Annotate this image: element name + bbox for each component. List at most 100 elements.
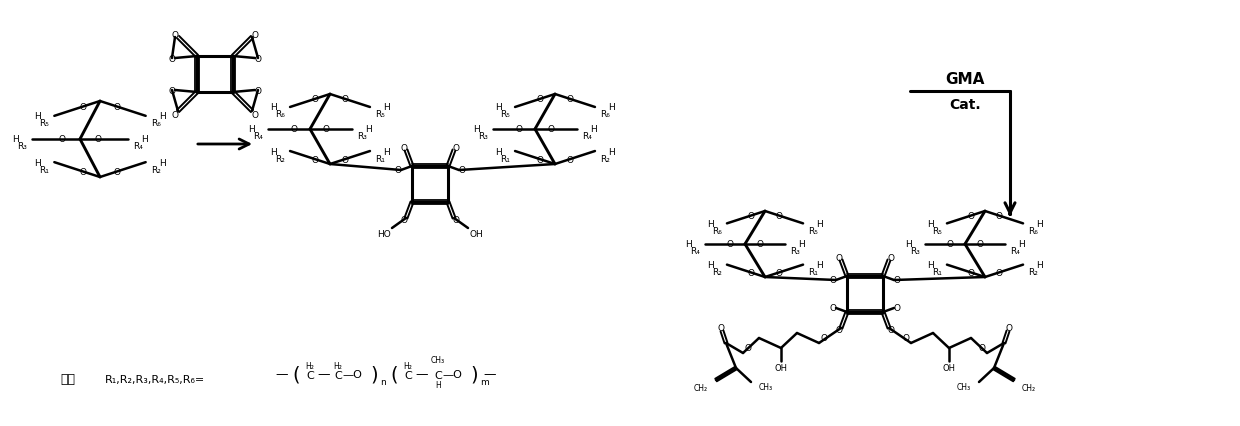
Text: n: n: [379, 377, 386, 386]
Text: (: (: [291, 365, 300, 383]
Text: O: O: [967, 212, 975, 221]
Text: O: O: [453, 144, 460, 153]
Text: H₂: H₂: [334, 362, 342, 371]
Text: O: O: [254, 86, 262, 95]
Text: OH: OH: [942, 364, 956, 373]
Text: H: H: [816, 219, 823, 228]
Text: H₂: H₂: [403, 362, 413, 371]
Text: H₂: H₂: [305, 362, 315, 371]
Text: R₂: R₂: [1028, 268, 1038, 276]
Text: R₅: R₅: [808, 226, 818, 235]
Text: O: O: [746, 268, 754, 277]
Text: —: —: [415, 368, 428, 380]
Text: —: —: [484, 368, 496, 380]
Text: R₁: R₁: [808, 268, 818, 276]
Text: O: O: [79, 167, 86, 176]
Text: O: O: [252, 110, 258, 119]
Text: R₃: R₃: [910, 247, 920, 256]
Text: H: H: [799, 240, 805, 249]
Text: C: C: [434, 370, 441, 380]
Text: —: —: [275, 368, 288, 380]
Text: H: H: [435, 380, 441, 390]
Text: H: H: [816, 261, 823, 270]
Text: R₅: R₅: [374, 110, 384, 119]
Text: CH₃: CH₃: [432, 356, 445, 365]
Text: O: O: [727, 240, 733, 249]
Text: H: H: [383, 147, 389, 156]
Text: CH₃: CH₃: [759, 383, 773, 391]
Text: R₂: R₂: [600, 154, 610, 163]
Text: O: O: [776, 212, 782, 221]
Text: O: O: [836, 326, 842, 335]
Text: R₃: R₃: [790, 247, 800, 256]
Text: H: H: [495, 103, 502, 112]
Text: H: H: [159, 158, 165, 167]
Text: R₁: R₁: [932, 268, 942, 276]
Text: O: O: [830, 276, 837, 285]
Text: Cat.: Cat.: [949, 98, 981, 112]
Text: H: H: [35, 158, 41, 167]
Text: O: O: [756, 240, 764, 249]
Text: H: H: [141, 135, 148, 144]
Text: —O: —O: [342, 369, 362, 379]
Text: O: O: [888, 254, 894, 263]
Text: R₆: R₆: [600, 110, 610, 119]
Text: O: O: [537, 95, 543, 104]
Text: R₅: R₅: [40, 119, 50, 128]
Text: R₄: R₄: [582, 132, 591, 141]
Text: O: O: [894, 276, 900, 285]
Text: R₄: R₄: [691, 247, 701, 256]
Text: O: O: [114, 103, 120, 112]
Text: O: O: [967, 268, 975, 277]
Text: O: O: [718, 324, 724, 333]
Text: R₁: R₁: [500, 154, 510, 163]
Text: R₃: R₃: [357, 132, 367, 141]
Text: O: O: [459, 166, 465, 175]
Text: O: O: [516, 125, 522, 134]
Text: O: O: [946, 240, 954, 249]
Text: O: O: [567, 155, 574, 164]
Text: H: H: [365, 125, 372, 134]
Text: R₁,R₂,R₃,R₄,R₅,R₆=: R₁,R₂,R₃,R₄,R₅,R₆=: [105, 374, 206, 384]
Text: R₁: R₁: [374, 154, 384, 163]
Text: HO: HO: [377, 230, 391, 239]
Text: H: H: [928, 219, 934, 228]
Text: R₂: R₂: [712, 268, 722, 276]
Text: H: H: [608, 147, 615, 156]
Text: O: O: [169, 86, 176, 95]
Text: H: H: [159, 112, 165, 121]
Text: O: O: [79, 103, 86, 112]
Text: O: O: [888, 326, 894, 335]
Text: O: O: [836, 254, 842, 263]
Text: H: H: [590, 125, 596, 134]
Text: H: H: [608, 103, 615, 112]
Text: R₆: R₆: [275, 110, 285, 119]
Text: O: O: [548, 125, 554, 134]
Text: O: O: [252, 30, 258, 40]
Text: R₅: R₅: [932, 226, 942, 235]
Text: O: O: [401, 216, 408, 225]
Text: O: O: [1006, 324, 1013, 333]
Text: O: O: [567, 95, 574, 104]
Text: O: O: [977, 240, 983, 249]
Text: C: C: [334, 370, 342, 380]
Text: (: (: [391, 365, 398, 383]
Text: O: O: [776, 268, 782, 277]
Text: O: O: [821, 334, 827, 343]
Text: H: H: [35, 112, 41, 121]
Text: O: O: [744, 344, 751, 353]
Text: O: O: [537, 155, 543, 164]
Text: H: H: [248, 125, 255, 134]
Text: H: H: [905, 240, 911, 249]
Text: O: O: [830, 304, 837, 313]
Text: O: O: [746, 212, 754, 221]
Text: OH: OH: [469, 230, 482, 239]
Text: H: H: [1037, 261, 1043, 270]
Text: H: H: [1037, 219, 1043, 228]
Text: ): ): [370, 365, 378, 383]
Text: O: O: [401, 144, 408, 153]
Text: H: H: [270, 103, 277, 112]
Text: O: O: [342, 95, 348, 104]
Text: R₄: R₄: [133, 142, 143, 151]
Text: R₂: R₂: [275, 154, 285, 163]
